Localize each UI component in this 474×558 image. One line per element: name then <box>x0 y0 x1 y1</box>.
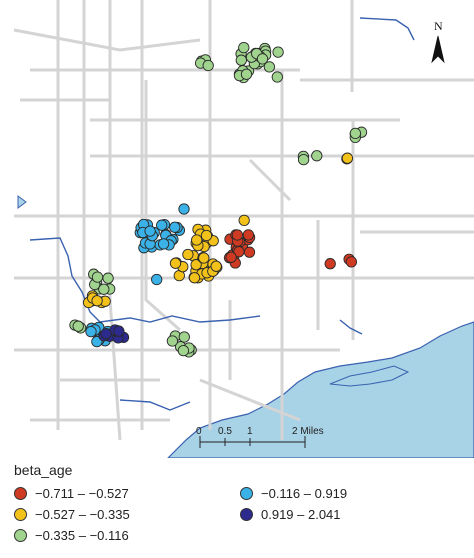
sample-point <box>240 68 253 80</box>
sample-point <box>345 256 358 268</box>
legend-label-5: 0.919 – 2.041 <box>261 507 341 522</box>
sample-point <box>169 221 181 233</box>
sample-point <box>91 271 104 283</box>
sample-point <box>238 41 250 54</box>
sample-point <box>144 225 156 237</box>
sample-point <box>341 152 354 164</box>
sample-point <box>178 203 190 215</box>
sample-point <box>102 272 114 284</box>
sample-point <box>210 260 222 272</box>
sample-point <box>169 257 182 269</box>
sample-point <box>166 335 179 347</box>
lake-water <box>167 321 474 458</box>
scale-tick-2-miles: 2 Miles <box>292 426 324 437</box>
legend-swatch-1 <box>14 487 27 500</box>
sample-point <box>297 153 310 166</box>
legend-swatch-2 <box>14 508 27 521</box>
north-arrow-icon <box>431 35 445 64</box>
sample-point <box>272 46 284 58</box>
sample-point <box>311 150 323 162</box>
scale-tick-1: 1 <box>247 426 253 437</box>
sample-point <box>225 251 237 263</box>
north-arrow: N <box>431 19 445 64</box>
sample-point <box>198 252 210 264</box>
legend-label-2: −0.527 – −0.335 <box>35 507 130 522</box>
sample-point <box>72 320 84 332</box>
sample-point <box>182 248 194 261</box>
legend-swatch-5 <box>240 508 253 521</box>
north-arrow-label: N <box>434 19 443 33</box>
sample-point <box>98 283 110 295</box>
sample-point <box>235 54 247 66</box>
sample-point <box>113 325 125 337</box>
sample-point <box>324 258 336 270</box>
map: N 0 0.5 1 2 Miles <box>13 0 474 458</box>
legend-label-4: −0.116 – 0.919 <box>261 486 348 501</box>
sample-points <box>69 41 368 358</box>
sample-point <box>151 273 163 286</box>
sample-point <box>85 325 97 338</box>
sample-point <box>190 259 202 271</box>
scale-bar: 0 0.5 1 2 Miles <box>196 426 324 448</box>
sample-point <box>231 229 244 241</box>
sample-point <box>188 272 201 284</box>
legend-item-1: −0.711 – −0.527 <box>14 486 129 501</box>
legend-label-1: −0.711 – −0.527 <box>35 486 129 501</box>
sample-point <box>100 328 112 340</box>
sample-point <box>91 295 103 307</box>
scale-tick-0-5: 0.5 <box>218 426 232 437</box>
sample-point <box>156 219 168 231</box>
sample-point <box>349 127 362 140</box>
harbor-water <box>329 365 410 387</box>
sample-point <box>242 229 255 241</box>
legend-item-2: −0.527 – −0.335 <box>14 507 130 522</box>
left-edge-water <box>17 195 27 209</box>
sample-point <box>178 331 190 343</box>
sample-point <box>177 344 190 357</box>
legend: −0.711 – −0.527 −0.527 – −0.335 −0.335 –… <box>14 486 464 552</box>
sample-point <box>191 234 203 246</box>
sample-point <box>200 229 213 242</box>
legend-item-3: −0.335 – −0.116 <box>14 528 129 543</box>
legend-swatch-4 <box>240 487 253 500</box>
sample-point <box>271 71 283 83</box>
sample-point <box>243 246 256 258</box>
legend-swatch-3 <box>14 529 27 542</box>
sample-point <box>202 59 214 72</box>
legend-label-3: −0.335 – −0.116 <box>35 528 129 543</box>
legend-item-5: 0.919 – 2.041 <box>240 507 341 522</box>
legend-item-4: −0.116 – 0.919 <box>240 486 347 501</box>
sample-point <box>157 238 170 250</box>
sample-point <box>256 53 269 65</box>
sample-point <box>263 61 276 73</box>
scale-tick-0: 0 <box>196 426 202 437</box>
sample-point <box>238 214 250 227</box>
legend-title: beta_age <box>14 462 73 478</box>
